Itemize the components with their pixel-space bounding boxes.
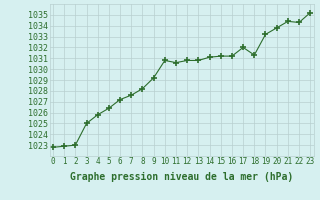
X-axis label: Graphe pression niveau de la mer (hPa): Graphe pression niveau de la mer (hPa) [70,172,293,182]
